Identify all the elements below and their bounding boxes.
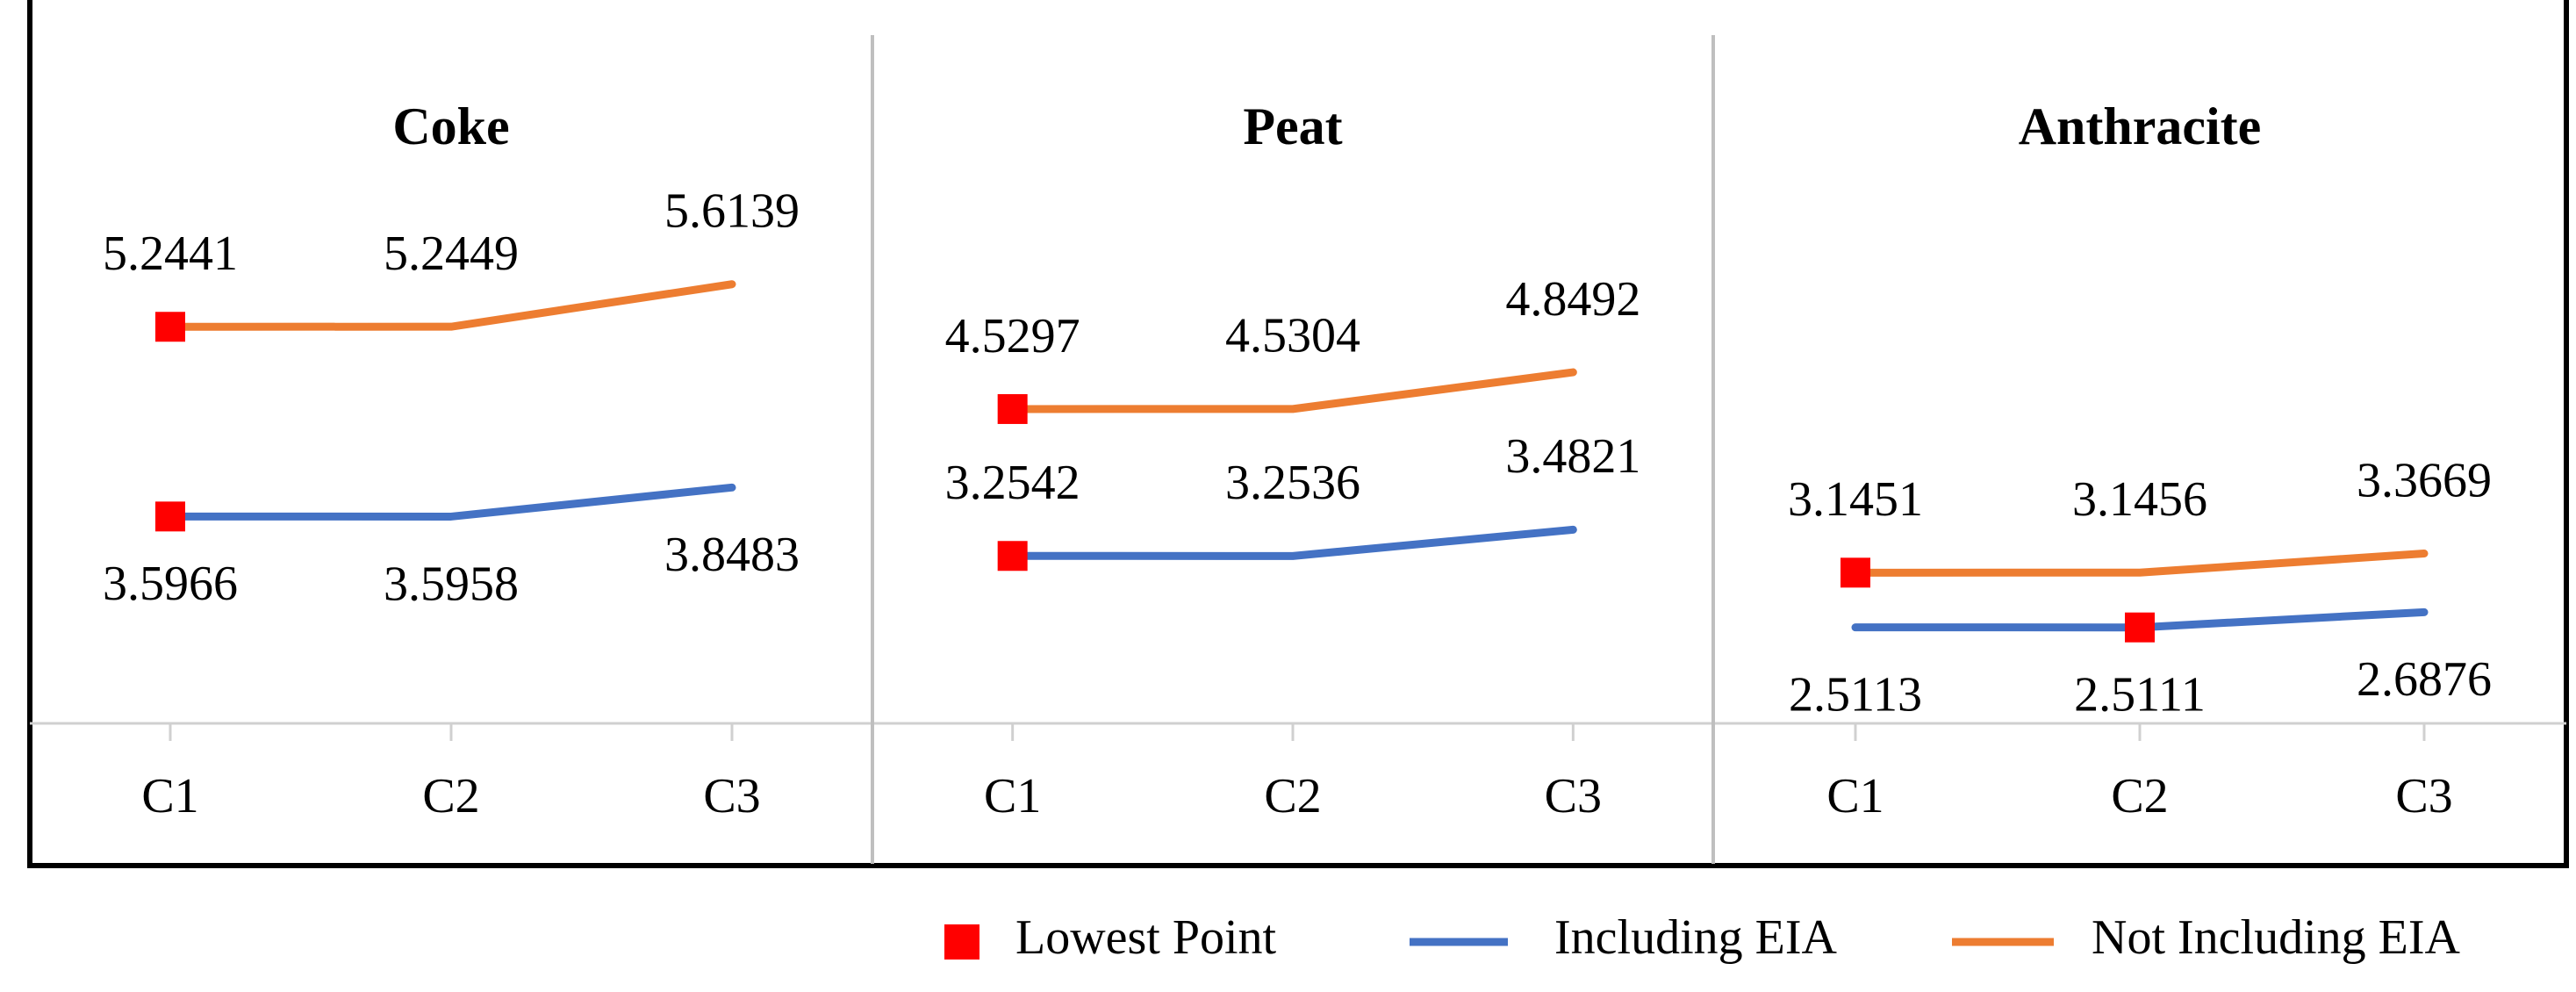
x-tick-label: C1 bbox=[984, 769, 1041, 823]
lowest-point-marker bbox=[2125, 612, 2155, 643]
legend-label: Not Including EIA bbox=[2092, 910, 2460, 965]
series-line bbox=[1008, 368, 1577, 413]
lowest-point-marker bbox=[1841, 557, 1870, 588]
data-label: 2.5113 bbox=[1789, 668, 1922, 722]
lowest-point-marker bbox=[155, 312, 185, 342]
x-tick-label: C2 bbox=[1264, 769, 1321, 823]
data-label: 4.8492 bbox=[1505, 272, 1640, 327]
data-label: 2.6876 bbox=[2357, 652, 2492, 707]
lowest-point-marker bbox=[997, 541, 1028, 571]
lowest-point-marker bbox=[155, 501, 185, 532]
data-label: 3.8483 bbox=[664, 528, 800, 582]
x-tick-label: C1 bbox=[141, 769, 198, 823]
data-label: 5.2449 bbox=[384, 226, 519, 281]
data-label: 3.5966 bbox=[103, 557, 238, 611]
x-tick-label: C3 bbox=[703, 769, 760, 823]
data-label: 4.5297 bbox=[945, 309, 1080, 363]
data-label: 3.2542 bbox=[945, 456, 1080, 510]
data-label: 2.5111 bbox=[2074, 668, 2206, 722]
series-line bbox=[1851, 550, 2429, 577]
x-tick-label: C2 bbox=[422, 769, 479, 823]
series-line bbox=[1008, 525, 1577, 560]
panel-title: Anthracite bbox=[2019, 97, 2262, 155]
series-line bbox=[166, 483, 736, 521]
legend-label: Including EIA bbox=[1554, 910, 1837, 965]
data-label: 3.2536 bbox=[1225, 456, 1360, 510]
x-tick-label: C3 bbox=[2395, 769, 2452, 823]
data-label: 5.2441 bbox=[103, 226, 238, 281]
legend-marker bbox=[944, 924, 979, 960]
lowest-point-marker bbox=[997, 393, 1028, 424]
data-label: 5.6139 bbox=[664, 184, 800, 239]
x-tick-label: C2 bbox=[2111, 769, 2168, 823]
data-label: 3.1451 bbox=[1788, 472, 1923, 527]
data-label: 4.5304 bbox=[1225, 309, 1360, 363]
legend-label: Lowest Point bbox=[1015, 910, 1277, 965]
x-tick-label: C1 bbox=[1826, 769, 1884, 823]
x-tick-label: C3 bbox=[1545, 769, 1602, 823]
data-label: 3.1456 bbox=[2072, 472, 2207, 527]
panel-title: Peat bbox=[1243, 97, 1342, 155]
data-label: 3.3669 bbox=[2357, 453, 2492, 507]
data-label: 3.4821 bbox=[1505, 429, 1640, 484]
panel-title: Coke bbox=[392, 97, 509, 155]
data-label: 3.5958 bbox=[384, 557, 519, 611]
series-line bbox=[166, 280, 736, 331]
